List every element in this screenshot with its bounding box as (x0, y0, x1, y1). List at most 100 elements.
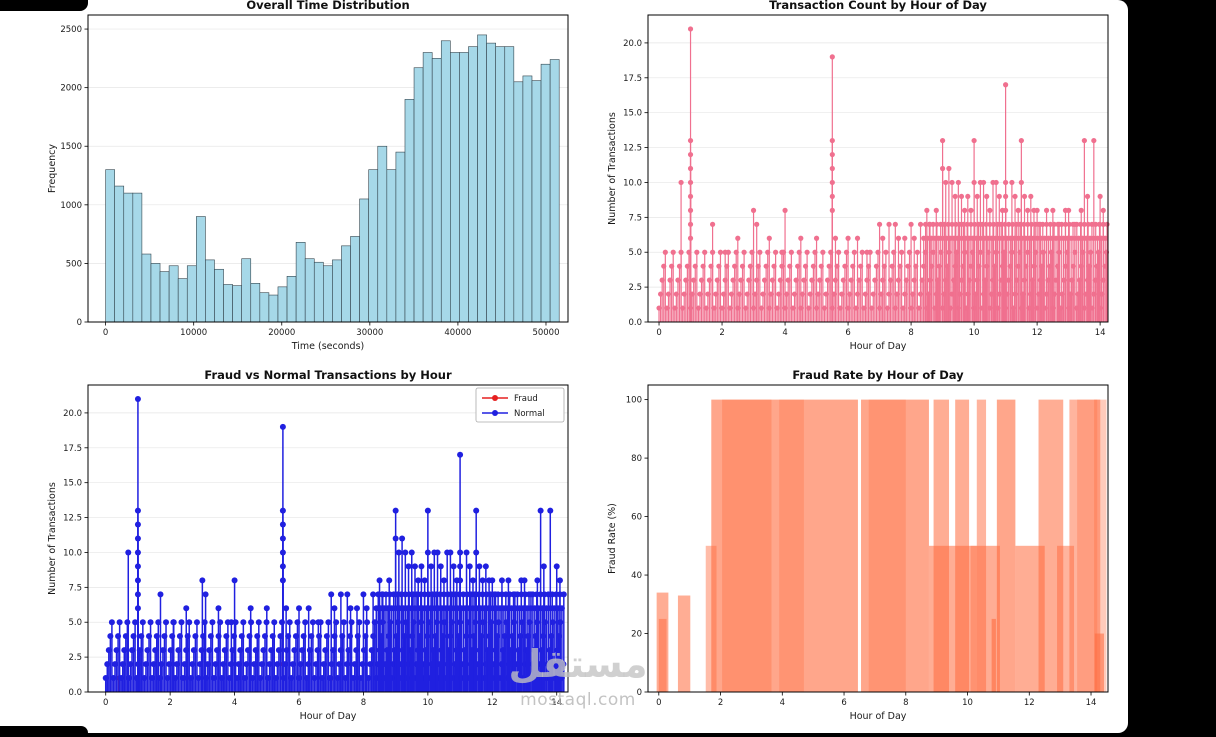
rate-bar (779, 399, 804, 692)
charts-canvas: 0 10000 20000 30000 40000 5000005001000150020… (47, 0, 1110, 722)
x-tick-label: 20000 (268, 328, 295, 338)
x-tick-label: 12 (1024, 698, 1035, 708)
histogram-bar (459, 52, 469, 323)
histogram-bar (114, 185, 125, 323)
histogram-bar (196, 216, 206, 323)
histogram-bar (277, 286, 288, 323)
rate-bar (1094, 399, 1107, 692)
y-tick-label: 7.5 (628, 213, 642, 223)
histogram-bar (513, 81, 524, 323)
y-tick-label: 2.5 (628, 283, 642, 293)
chart-title: Transaction Count by Hour of Day (769, 0, 987, 12)
x-tick-label: 6 (296, 698, 301, 708)
y-tick-label: 80 (631, 454, 642, 464)
histogram-bar (259, 292, 270, 323)
histogram-bar (359, 198, 369, 323)
y-tick-label: 5.0 (68, 618, 82, 628)
histogram-bar (250, 283, 261, 323)
corner-mask-top-left (0, 0, 88, 11)
axes-spines (647, 384, 1109, 693)
chart-fraud-vs-normal-by-hour: 0 2 4 6 8 10 12 14 0.0 2.5 5.0 7.5 10.0 12.5 15.0 17.5 2… (47, 368, 569, 722)
legend: Fraud Normal (475, 387, 565, 423)
y-tick-label: 17.5 (623, 74, 642, 84)
x-tick-label: 0 (656, 328, 661, 338)
histogram-bar (232, 285, 242, 323)
rate-bar (658, 618, 667, 692)
histogram-bar (150, 263, 161, 323)
y-tick-label: 0.0 (68, 688, 82, 698)
rate-bar (955, 399, 970, 692)
chart-fraud-rate-by-hour: 0 2 4 6 8 10 12 14 0 20 40 60 80 100 Fraud Rate by Hou… (607, 368, 1109, 722)
histogram-bar (477, 34, 487, 323)
x-axis-label: Time (seconds) (291, 341, 365, 352)
histogram-bar (540, 63, 551, 323)
chart-title: Fraud Rate by Hour of Day (792, 368, 964, 382)
histogram-bar (132, 192, 143, 323)
histogram-bar (395, 151, 406, 323)
rate-bar (722, 399, 772, 692)
y-tick-label: 100 (626, 396, 642, 406)
histogram-bar (186, 265, 197, 323)
x-tick-label: 2 (718, 698, 723, 708)
x-axis-label: Hour of Day (850, 711, 907, 722)
x-tick-label: 4 (780, 698, 785, 708)
rate-bar (970, 545, 977, 692)
chart-title: Fraud vs Normal Transactions by Hour (204, 368, 452, 382)
x-tick-label: 0 (103, 328, 108, 338)
histogram-bar (323, 265, 333, 323)
x-tick-label: 10000 (180, 328, 207, 338)
rate-bar (677, 595, 691, 692)
histogram-bar (268, 294, 279, 323)
x-tick-label: 14 (1086, 698, 1097, 708)
rate-bar (861, 399, 929, 692)
histogram-bar (241, 258, 252, 323)
histogram-bar (223, 284, 233, 323)
y-tick-label: 15.0 (623, 109, 642, 119)
x-tick-label: 2 (167, 698, 172, 708)
x-axis-label: Hour of Day (850, 341, 907, 352)
axes-spines (87, 384, 569, 693)
histogram-bar (177, 278, 188, 323)
corner-mask-bottom-left (0, 726, 88, 733)
histogram-bar (413, 67, 424, 323)
histogram-bar (123, 192, 134, 323)
rate-bar (991, 618, 996, 692)
legend-label: Normal (514, 409, 545, 419)
y-tick-label: 5.0 (628, 248, 642, 258)
y-tick-label: 2000 (60, 84, 82, 94)
y-tick-label: 2500 (60, 25, 82, 35)
rate-bar (996, 399, 1016, 692)
y-tick-label: 500 (66, 259, 82, 269)
histogram-bar (386, 169, 397, 323)
histogram-bar (404, 99, 415, 323)
histogram-bar (504, 46, 515, 323)
x-tick-label: 10 (962, 698, 973, 708)
y-tick-label: 12.5 (623, 144, 642, 154)
chart-transaction-count-by-hour: 0 2 4 6 8 10 12 14 0.0 2.5 5.0 7.5 10.0 12.5 15.0 17.5 2… (607, 0, 1110, 352)
x-tick-label: 8 (908, 328, 913, 338)
x-tick-label: 4 (232, 698, 237, 708)
rate-bar (1094, 633, 1104, 692)
histogram-bar (531, 80, 542, 323)
x-axis-label: Hour of Day (300, 711, 357, 722)
series-normal (102, 395, 567, 692)
histogram-bar (332, 259, 342, 323)
rate-bar (868, 399, 906, 692)
y-tick-label: 40 (631, 571, 642, 581)
histogram-bar (295, 242, 306, 323)
y-axis-label: Number of Transactions (47, 482, 58, 595)
histogram-bar (549, 59, 560, 323)
histogram-bar (450, 52, 460, 323)
x-tick-label: 12 (487, 698, 498, 708)
histogram-bar (159, 271, 170, 323)
legend-label: Fraud (514, 394, 538, 404)
x-tick-label: 14 (1095, 328, 1106, 338)
histogram-bar (486, 42, 496, 323)
histogram-bar (422, 52, 433, 323)
histogram-bar (377, 145, 388, 323)
y-tick-label: 10.0 (623, 178, 642, 188)
y-tick-label: 12.5 (63, 514, 82, 524)
axes-spines (87, 14, 569, 323)
y-tick-label: 20.0 (63, 409, 82, 419)
